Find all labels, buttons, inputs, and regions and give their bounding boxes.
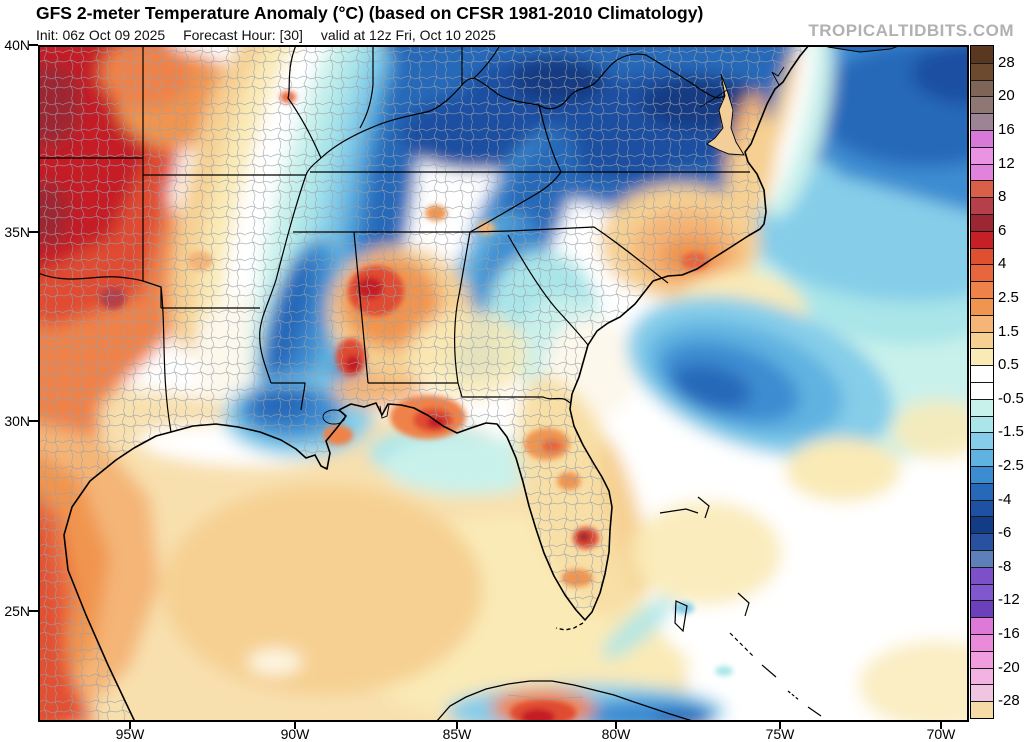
colorbar-cell <box>971 214 993 231</box>
init-time-label: Init: 06z Oct 09 2025 <box>36 27 166 43</box>
colorbar-cell <box>971 264 993 281</box>
lon-tick <box>294 722 296 729</box>
colorbar-label-12: 12 <box>998 154 1015 172</box>
colorbar-cell <box>971 684 993 701</box>
colorbar-label--1.5: -1.5 <box>998 423 1024 441</box>
watermark-logo: TROPICALTIDBITS.COM <box>808 21 1014 40</box>
colorbar-cell <box>971 96 993 113</box>
colorbar-label--2.5: -2.5 <box>998 457 1024 474</box>
lon-tick <box>615 722 617 729</box>
colorbar-cell <box>971 315 993 332</box>
colorbar-label--12: -12 <box>998 591 1020 609</box>
lon-label-75W: 75W <box>765 726 795 742</box>
colorbar-cell <box>971 180 993 197</box>
chesapeake-bay <box>706 73 745 156</box>
colorbar-cell <box>971 600 993 617</box>
lon-label-95W: 95W <box>115 726 145 742</box>
colorbar-cell <box>971 533 993 550</box>
temperature-scale-colorbar <box>970 45 994 719</box>
colorbar-label-0.5: 0.5 <box>998 356 1019 374</box>
colorbar-cell <box>971 248 993 264</box>
model-run-info: Init: 06z Oct 09 2025 Forecast Hour: [30… <box>36 27 510 43</box>
bahamas-islands <box>659 496 822 717</box>
colorbar-cell <box>971 668 993 684</box>
anomaly-map <box>38 45 969 722</box>
valid-time-label: valid at 12z Fri, Oct 10 2025 <box>320 27 496 43</box>
lon-label-85W: 85W <box>442 726 472 742</box>
lon-tick <box>779 722 781 729</box>
colorbar-cell <box>971 365 993 382</box>
colorbar-label-8: 8 <box>998 188 1007 206</box>
colorbar-cell <box>971 130 993 147</box>
colorbar-label-20: 20 <box>998 87 1015 105</box>
florida-keys <box>555 622 584 631</box>
cuba-coastline <box>435 680 697 722</box>
colorbar-cell <box>971 164 993 180</box>
colorbar-cell <box>971 651 993 668</box>
potomac-river <box>699 89 728 108</box>
colorbar-label-4: 4 <box>998 255 1007 273</box>
colorbar-cell <box>971 483 993 500</box>
lon-label-80W: 80W <box>601 726 631 742</box>
colorbar-cell <box>971 332 993 348</box>
colorbar-cell <box>971 80 993 96</box>
colorbar-cell <box>971 550 993 567</box>
colorbar-label--6: -6 <box>998 524 1012 542</box>
colorbar-label--20: -20 <box>998 658 1020 676</box>
forecast-hour-label: Forecast Hour: [30] <box>183 27 303 43</box>
colorbar-cell <box>971 701 993 718</box>
colorbar-cell <box>971 466 993 483</box>
colorbar-label-28: 28 <box>998 53 1015 71</box>
colorbar-cell <box>971 516 993 533</box>
lat-label-35N: 35N <box>4 224 30 240</box>
lat-tick <box>29 420 38 422</box>
lon-tick <box>129 722 131 729</box>
colorbar-cell <box>971 449 993 466</box>
state-borders <box>38 45 750 433</box>
colorbar-label--28: -28 <box>998 692 1020 710</box>
map-border <box>38 45 969 722</box>
lat-tick <box>29 610 38 612</box>
colorbar-cell <box>971 567 993 584</box>
lat-tick <box>29 44 38 46</box>
coastline <box>63 45 810 722</box>
colorbar-label-1.5: 1.5 <box>998 322 1019 340</box>
colorbar-cell <box>971 399 993 416</box>
colorbar-cell <box>971 46 993 63</box>
colorbar-cell <box>971 617 993 634</box>
colorbar-cell <box>971 382 993 399</box>
colorbar-cell <box>971 584 993 600</box>
colorbar-label-2.5: 2.5 <box>998 289 1019 306</box>
lat-tick <box>29 231 38 233</box>
lon-tick <box>456 722 458 729</box>
lon-label-90W: 90W <box>280 726 310 742</box>
colorbar-cell <box>971 348 993 365</box>
lat-label-25N: 25N <box>4 603 30 619</box>
colorbar-label--4: -4 <box>998 490 1012 508</box>
colorbar-cell <box>971 634 993 651</box>
colorbar-label--16: -16 <box>998 625 1020 642</box>
colorbar-cell <box>971 298 993 315</box>
colorbar-label--0.5: -0.5 <box>998 389 1024 407</box>
page-title: GFS 2-meter Temperature Anomaly (°C) (ba… <box>36 3 704 23</box>
colorbar-cell <box>971 63 993 80</box>
colorbar-cell <box>971 432 993 449</box>
colorbar-cell <box>971 231 993 248</box>
colorbar-cell <box>971 147 993 164</box>
colorbar-cell <box>971 197 993 214</box>
lat-label-40N: 40N <box>4 37 30 53</box>
colorbar-cell <box>971 113 993 130</box>
delaware-bay <box>771 66 785 86</box>
lat-label-30N: 30N <box>4 413 30 429</box>
colorbar-label-6: 6 <box>998 221 1007 239</box>
colorbar-label--8: -8 <box>998 557 1012 575</box>
colorbar-label-16: 16 <box>998 121 1015 138</box>
colorbar-cell <box>971 281 993 298</box>
colorbar-cell <box>971 500 993 516</box>
colorbar-cell <box>971 416 993 432</box>
lon-label-70W: 70W <box>926 726 956 742</box>
lon-tick <box>940 722 942 729</box>
